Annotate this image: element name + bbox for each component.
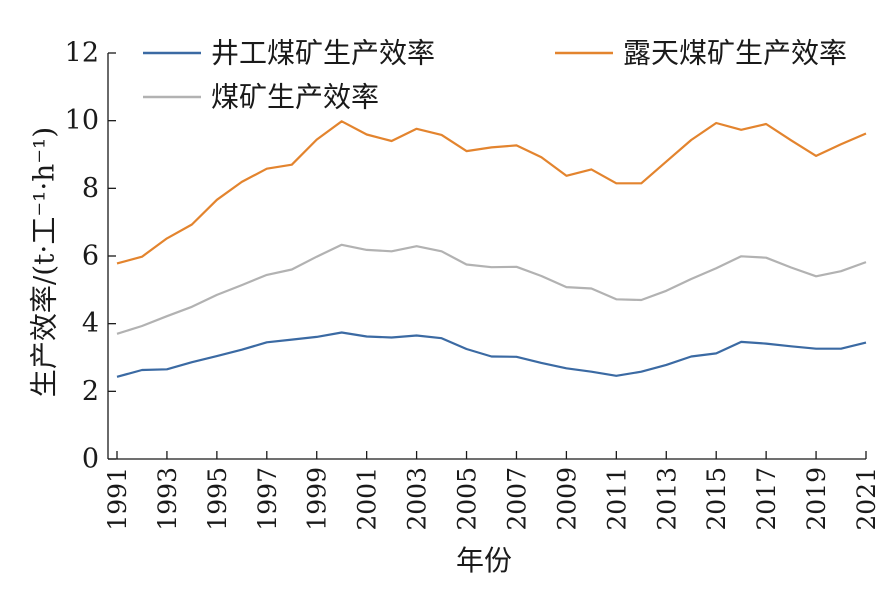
x-tick-label: 2015	[702, 467, 731, 531]
y-tick-label: 6	[82, 241, 99, 272]
x-tick-label: 1993	[153, 467, 182, 531]
series-line-1	[116, 120, 867, 265]
x-tick-label: 2003	[403, 467, 432, 531]
series-line-0	[116, 331, 867, 378]
legend-label-1: 露天煤矿生产效率	[623, 37, 847, 70]
plot-lines	[116, 120, 867, 378]
x-tick-label: 1997	[253, 467, 282, 531]
y-tick-label: 12	[65, 38, 99, 69]
legend-label-2: 煤矿生产效率	[211, 81, 379, 114]
series-line-2	[116, 243, 867, 335]
y-ticks: 0 2 4 6 8 10 12	[65, 38, 116, 475]
x-tick-label: 1995	[203, 467, 232, 531]
x-tick-label: 2001	[353, 467, 382, 531]
y-tick-label: 10	[65, 105, 99, 136]
x-tick-label: 2013	[652, 467, 681, 531]
x-tick-label: 2017	[752, 467, 781, 531]
x-tick-label: 2019	[802, 467, 831, 531]
legend-label-0: 井工煤矿生产效率	[211, 37, 435, 70]
x-tick-label: 1991	[103, 467, 132, 531]
y-tick-label: 4	[82, 308, 99, 339]
x-tick-label: 2009	[552, 467, 581, 531]
y-axis-label: 生产效率/(t·工⁻¹·h⁻¹)	[28, 127, 61, 397]
x-tick-label: 2011	[602, 467, 631, 531]
x-tick-label: 2021	[852, 467, 881, 531]
x-tick-label: 2005	[453, 467, 482, 531]
x-axis-label: 年份	[456, 544, 512, 577]
x-tick-label: 1999	[303, 467, 332, 531]
y-tick-label: 0	[82, 444, 99, 475]
x-ticks: 1991 1993 1995 1997 1999 2001 2003 2005 2007 2009…	[103, 451, 881, 531]
x-tick-label: 2007	[502, 467, 531, 531]
y-tick-label: 8	[82, 173, 99, 204]
y-tick-label: 2	[82, 376, 99, 407]
